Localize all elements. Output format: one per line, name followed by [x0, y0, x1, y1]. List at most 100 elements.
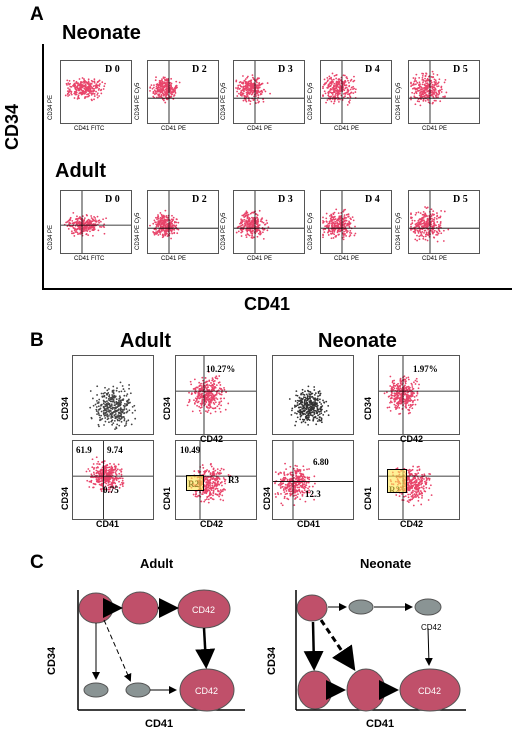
panel-c-neonate-title: Neonate — [360, 556, 412, 571]
panel-a-xlabel: CD41 PE — [422, 126, 448, 132]
panel-b-neonate-q-br: 12.3 — [305, 489, 321, 499]
neonate-gray-cell-2 — [414, 598, 442, 616]
panel-b-neonate-title: Neonate — [318, 330, 397, 352]
panel-b-adult-cd41-cd42: 10.49R2R3 — [175, 440, 257, 520]
adult-cell-2 — [121, 591, 159, 625]
panel-b-xlabel: CD42 — [200, 434, 224, 444]
panel-a-ylabel: CD34 PE — [48, 94, 54, 120]
panel-a-xlabel: CD41 PE — [161, 126, 187, 132]
panel-a-xlabel: CD41 PE — [334, 126, 360, 132]
panel-a-xlabel: CD41 PE — [422, 256, 448, 262]
panel-a-day-label: D 0 — [105, 194, 120, 205]
adult-cd41-label: CD41 — [145, 718, 173, 729]
panel-a-day-label: D 2 — [192, 194, 207, 205]
panel-a-day-label: D 0 — [105, 64, 120, 75]
neonate-cd41-label: CD41 — [366, 718, 394, 729]
panel-a-x-bracket — [42, 288, 512, 290]
panel-a-plot-neonate-4: D 5 — [408, 60, 480, 124]
panel-c-adult-title: Adult — [140, 556, 174, 571]
panel-a-ylabel: CD34 PE Cy5 — [221, 212, 227, 250]
panel-b-neonate-cd34-cd41: 6.80 12.3 — [272, 440, 354, 520]
adult-cd34-label: CD34 — [46, 646, 58, 675]
panel-a-day-label: D 3 — [278, 194, 293, 205]
panel-a-ylabel: CD34 PE Cy5 — [396, 212, 402, 250]
neonate-cd42-top-label: CD42 — [421, 623, 442, 632]
adult-cell-cd42-bottom — [179, 668, 235, 712]
panel-b-adult-fsc-ssc — [72, 355, 154, 435]
panel-b-adult-cd34-cd41: 61.9 9.74 0.75 — [72, 440, 154, 520]
panel-a-ylabel: CD34 PE Cy5 — [396, 82, 402, 120]
adult-gray-cell-2 — [125, 682, 151, 698]
panel-b-neonate-top-pct: 1.97% — [413, 364, 438, 374]
neonate-gray-cell-1 — [348, 599, 374, 615]
panel-b-adult-gate-r3: R3 — [228, 475, 239, 485]
panel-b-neonate-fsc-ssc — [272, 355, 354, 435]
panel-b-neonate-gate-r2-box — [387, 469, 407, 493]
panel-b-adult-q-tr: 9.74 — [107, 445, 123, 455]
panel-a-plot-neonate-0: D 0 — [60, 60, 132, 124]
neonate-cd34-label: CD34 — [266, 646, 278, 675]
panel-b-ylabel: CD34 — [262, 486, 272, 510]
neonate-cell-2 — [297, 670, 333, 710]
panel-a-plot-adult-1: D 2 — [147, 190, 219, 254]
panel-a-xlabel: CD41 PE — [247, 256, 273, 262]
panel-a-plot-neonate-1: D 2 — [147, 60, 219, 124]
panel-a-y-axis-label: CD34 — [2, 104, 23, 150]
panel-a-y-axis-text: CD34 — [2, 103, 22, 150]
panel-b-adult-gate-r2-box — [186, 475, 204, 491]
panel-a-day-label: D 2 — [192, 64, 207, 75]
panel-b-xlabel: CD42 — [400, 434, 424, 444]
panel-a-ylabel: CD34 PE Cy5 — [135, 82, 141, 120]
panel-a-day-label: D 5 — [453, 64, 468, 75]
panel-b-xlabel: CD41 — [96, 519, 120, 529]
panel-c-diagrams: CD42 CD42 CD34 CD41 CD42 CD42 CD34 CD41 — [46, 589, 466, 729]
panel-a-plot-adult-0: D 0 — [60, 190, 132, 254]
panel-a-ylabel: CD34 PE Cy5 — [221, 82, 227, 120]
panel-a-y-bracket — [42, 44, 44, 289]
panel-b-adult-cd34-cd42: 10.27% — [175, 355, 257, 435]
panel-b-adult-q-tl: 61.9 — [76, 445, 92, 455]
adult-gray-cell-1 — [83, 682, 109, 698]
neonate-cd42-bottom-label: CD42 — [418, 686, 441, 696]
panel-a-adult-title: Adult — [55, 160, 107, 182]
panel-a-day-label: D 4 — [365, 64, 380, 75]
panel-b-ylabel: CD34 — [162, 396, 172, 420]
panel-a-xlabel: CD41 PE — [334, 256, 360, 262]
panel-a-plot-neonate-2: D 3 — [233, 60, 305, 124]
adult-cell-1 — [78, 592, 114, 624]
panel-a-x-axis-label: CD41 — [244, 294, 291, 314]
panel-a-ylabel: CD34 PE Cy5 — [308, 82, 314, 120]
panel-b-ylabel: CD34 — [363, 396, 373, 420]
panel-b-neonate-cd41-cd42: R2 — [378, 440, 460, 520]
adult-cd42-top-label: CD42 — [192, 605, 215, 615]
panel-b-adult-q-bl: 0.75 — [103, 485, 119, 495]
panel-b-ylabel: CD34 — [60, 396, 70, 420]
panel-b-letter: B — [30, 330, 44, 351]
panel-a-day-label: D 5 — [453, 194, 468, 205]
panel-b-adult-top-pct: 10.27% — [206, 364, 236, 374]
panel-a-letter: A — [30, 4, 44, 25]
panel-a-xlabel: CD41 FITC — [74, 126, 105, 132]
panel-a-ylabel: CD34 PE Cy5 — [135, 212, 141, 250]
panel-b-ylabel: CD41 — [162, 486, 172, 510]
panel-a-xlabel: CD41 PE — [161, 256, 187, 262]
neonate-cell-3 — [346, 668, 386, 712]
panel-b-adult-gate-top: 10.49 — [180, 445, 201, 455]
panel-c-letter: C — [30, 552, 44, 573]
panel-a-xlabel: CD41 PE — [247, 126, 273, 132]
panel-b-ylabel: CD34 — [60, 486, 70, 510]
panel-a-ylabel: CD34 PE — [48, 224, 54, 250]
panel-a-day-label: D 4 — [365, 194, 380, 205]
panel-a-xlabel: CD41 FITC — [74, 256, 105, 262]
panel-b-xlabel: CD41 — [297, 519, 321, 529]
adult-cd42-bottom-label: CD42 — [195, 686, 218, 696]
panel-b-adult-title: Adult — [120, 330, 172, 352]
panel-b-xlabel: CD42 — [400, 519, 424, 529]
neonate-cell-1 — [296, 594, 328, 622]
panel-b-neonate-cd34-cd42: 1.97% — [378, 355, 460, 435]
panel-b-xlabel: CD42 — [200, 519, 224, 529]
panel-a-plot-adult-3: D 4 — [320, 190, 392, 254]
panel-a-plot-neonate-3: D 4 — [320, 60, 392, 124]
panel-a-plot-adult-2: D 3 — [233, 190, 305, 254]
panel-a-ylabel: CD34 PE Cy5 — [308, 212, 314, 250]
